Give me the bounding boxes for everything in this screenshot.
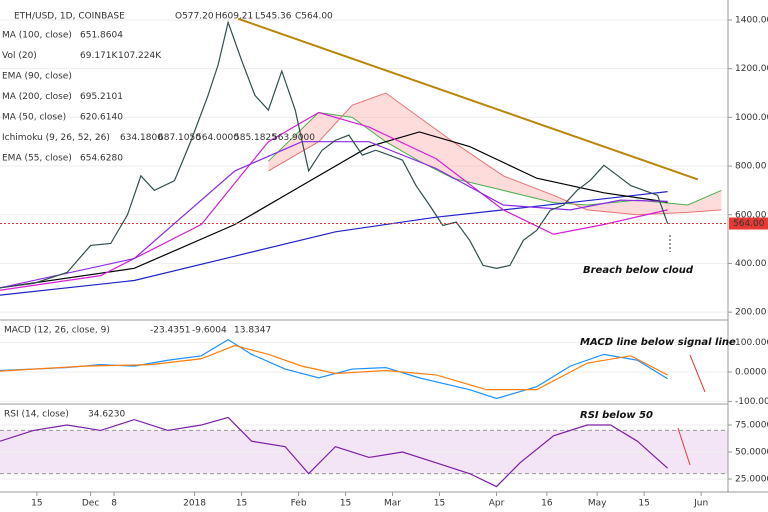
annotation: Breach below cloud: [583, 265, 694, 276]
x-tick-label: 15: [31, 499, 42, 509]
series-line: [0, 344, 668, 391]
indicator-name: MA (100, close): [2, 31, 72, 41]
y-tick-label: 400.00: [735, 259, 767, 269]
x-tick-label: Feb: [291, 499, 307, 509]
x-tick-label: Mar: [384, 499, 401, 509]
indicator-value: 687.1050: [158, 133, 201, 143]
series-line: [0, 416, 669, 488]
annotation: RSI below 50: [580, 410, 653, 421]
last-price-label: 564.00: [733, 219, 765, 229]
y-tick-label: -100.0000: [735, 397, 768, 407]
y-tick-label: 600.00: [735, 210, 767, 220]
indicator-value: 634.1800: [120, 133, 163, 143]
indicator-name: Ichimoku (9, 26, 52, 26): [2, 133, 110, 143]
y-tick-label: 1400.00: [735, 15, 768, 25]
pane-title: RSI (14, close): [4, 410, 69, 420]
ohlc: L545.36: [255, 12, 292, 22]
y-tick-label: 50.0000: [735, 448, 768, 458]
x-tick-label: Jun: [693, 499, 708, 509]
indicator-value: 107.224K: [118, 51, 162, 61]
x-tick-label: 15: [638, 499, 649, 509]
legend: ETH/USD, 1D, COINBASE O577.20 H609.21 L545.…: [2, 12, 333, 164]
annotation: MACD line below signal line: [580, 337, 736, 348]
y-tick-label: 200.00: [735, 308, 767, 318]
y-tick-label: 100.0000: [735, 338, 768, 348]
x-tick-label: Apr: [489, 499, 505, 509]
indicator-value: 564.0000: [196, 133, 239, 143]
x-tick-label: May: [588, 499, 607, 509]
indicator-value: 654.6280: [80, 154, 123, 164]
indicator-value: 563.9000: [272, 133, 315, 143]
indicator-value: 585.1825: [234, 133, 277, 143]
y-tick-label: 800.00: [735, 162, 767, 172]
readout: 34.6230: [88, 410, 125, 420]
x-tick-label: 8: [111, 499, 117, 509]
indicator-value: 620.6140: [80, 113, 123, 123]
y-tick-label: 75.0000: [735, 421, 768, 431]
last-price-tag: [729, 217, 768, 230]
indicator-name: EMA (55, close): [2, 154, 72, 164]
arrow: [677, 427, 691, 466]
x-tick-label: 15: [236, 499, 247, 509]
ohlc: C564.00: [295, 12, 333, 22]
ohlc: H609.21: [215, 12, 253, 22]
indicator-name: MA (200, close): [2, 92, 72, 102]
indicator-name: Vol (20): [2, 51, 37, 61]
series-line: [0, 141, 668, 289]
readout: 13.8347: [234, 326, 271, 336]
readout: -9.6004: [192, 326, 227, 336]
y-tick-label: 0.0000: [735, 368, 767, 378]
indicator-value: 695.2101: [80, 92, 123, 102]
arrow: [689, 354, 706, 393]
x-tick-label: Dec: [82, 499, 99, 509]
x-tick-label: 15: [340, 499, 351, 509]
readout: -23.4351: [150, 326, 190, 336]
x-tick-label: 2018: [183, 499, 206, 509]
indicator-name: EMA (90, close): [2, 72, 72, 82]
indicator-value: 651.8604: [80, 31, 123, 41]
indicator-name: MA (50, close): [2, 113, 66, 123]
symbol: ETH/USD, 1D, COINBASE: [14, 12, 125, 22]
pane-title: MACD (12, 26, close, 9): [4, 326, 110, 336]
series-line: [0, 191, 668, 296]
trendline: [237, 17, 699, 181]
ohlc: O577.20: [175, 12, 214, 22]
y-tick-label: 25.0000: [735, 475, 768, 485]
series-line: [0, 111, 668, 291]
panes: 200.00 400.00 600.00 800.00 1000.00 1200.00 14…: [0, 15, 768, 509]
ichimoku-cloud: [268, 93, 722, 215]
indicator-value: 69.171K: [80, 51, 118, 61]
x-tick-label: 16: [541, 499, 553, 509]
series-line: [0, 20, 669, 289]
y-tick-label: 1200.00: [735, 64, 768, 74]
x-tick-label: 15: [434, 499, 445, 509]
y-tick-label: 1000.00: [735, 113, 768, 123]
